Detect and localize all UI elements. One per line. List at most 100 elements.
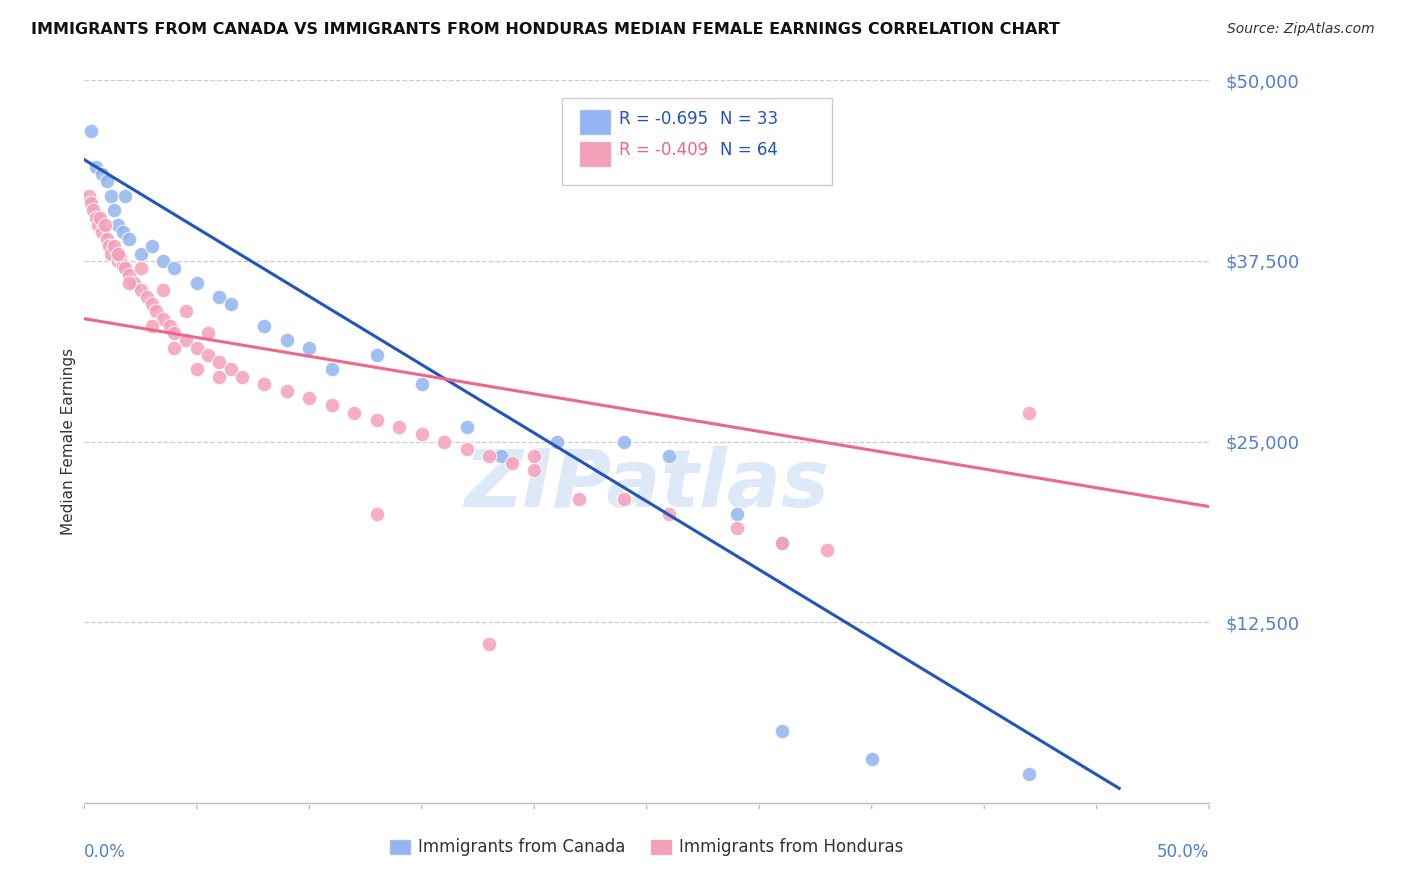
Point (725, 521, 748, 535)
Point (208, 369, 231, 384)
Point (456, 420, 478, 434)
Text: Source: ZipAtlas.com: Source: ZipAtlas.com (1227, 22, 1375, 37)
Point (276, 384, 298, 398)
Point (321, 362, 343, 376)
Point (145, 304, 167, 318)
Point (298, 341, 321, 355)
Point (98, 239, 121, 253)
Point (174, 334, 197, 348)
Point (197, 326, 219, 340)
Point (523, 449, 546, 463)
Point (770, 535, 793, 549)
Point (114, 189, 136, 203)
Point (253, 376, 276, 391)
Point (84, 160, 107, 174)
Point (219, 362, 242, 376)
Point (136, 290, 159, 304)
Point (725, 507, 748, 521)
Text: IMMIGRANTS FROM CANADA VS IMMIGRANTS FROM HONDURAS MEDIAN FEMALE EARNINGS CORREL: IMMIGRANTS FROM CANADA VS IMMIGRANTS FRO… (31, 22, 1060, 37)
Point (77, 189, 100, 203)
Point (96, 174, 118, 188)
Point (152, 311, 174, 326)
Point (568, 492, 591, 507)
Point (129, 283, 152, 297)
Point (163, 341, 186, 355)
Point (343, 406, 366, 420)
Text: 50.0%: 50.0% (1157, 843, 1209, 861)
Point (111, 258, 134, 272)
Text: N = 64: N = 64 (720, 141, 778, 160)
Point (478, 637, 501, 651)
Text: ZIPatlas: ZIPatlas (464, 446, 830, 524)
Point (197, 348, 219, 362)
Point (219, 297, 242, 311)
Point (80, 196, 103, 211)
Point (186, 341, 208, 355)
Point (100, 189, 122, 203)
Point (411, 427, 433, 442)
Text: N = 33: N = 33 (720, 110, 778, 128)
Point (118, 268, 141, 283)
Point (411, 376, 433, 391)
Point (860, 752, 883, 766)
FancyBboxPatch shape (581, 142, 610, 166)
Point (141, 318, 163, 333)
Point (107, 218, 129, 232)
Point (152, 283, 174, 297)
Point (111, 225, 134, 239)
Point (122, 276, 145, 290)
Point (82, 203, 104, 218)
FancyBboxPatch shape (562, 98, 832, 185)
Point (658, 507, 681, 521)
Point (231, 369, 253, 384)
Point (1018, 767, 1040, 781)
Point (276, 334, 298, 348)
Point (129, 246, 152, 260)
Point (613, 492, 636, 507)
Point (114, 261, 136, 276)
FancyBboxPatch shape (581, 110, 610, 135)
Point (87, 218, 110, 232)
Point (366, 413, 388, 427)
Text: R = -0.409: R = -0.409 (619, 141, 707, 160)
Point (96, 232, 118, 246)
Point (815, 542, 838, 557)
Point (174, 304, 197, 318)
Point (110, 250, 132, 264)
Point (186, 362, 208, 376)
Point (770, 535, 793, 549)
Point (118, 276, 141, 290)
Point (613, 434, 636, 449)
Point (107, 246, 129, 260)
Point (433, 434, 456, 449)
Point (118, 232, 141, 246)
Point (253, 318, 276, 333)
Point (366, 507, 388, 521)
Point (107, 253, 129, 268)
Point (129, 261, 152, 276)
Y-axis label: Median Female Earnings: Median Female Earnings (60, 348, 76, 535)
Point (163, 261, 186, 276)
Point (208, 355, 231, 369)
Point (478, 449, 501, 463)
Point (91, 167, 114, 181)
Point (141, 297, 163, 311)
Point (321, 398, 343, 412)
Point (546, 434, 568, 449)
Point (770, 723, 793, 738)
Point (91, 225, 114, 239)
Point (89, 211, 111, 225)
Point (388, 420, 411, 434)
Point (141, 239, 163, 253)
Point (208, 290, 231, 304)
Point (159, 318, 181, 333)
Point (103, 203, 125, 218)
Point (163, 326, 186, 340)
Point (523, 463, 546, 477)
Point (366, 348, 388, 362)
Point (84, 211, 107, 225)
Point (80, 124, 103, 138)
Point (152, 253, 174, 268)
Point (489, 449, 512, 463)
Point (1018, 406, 1040, 420)
